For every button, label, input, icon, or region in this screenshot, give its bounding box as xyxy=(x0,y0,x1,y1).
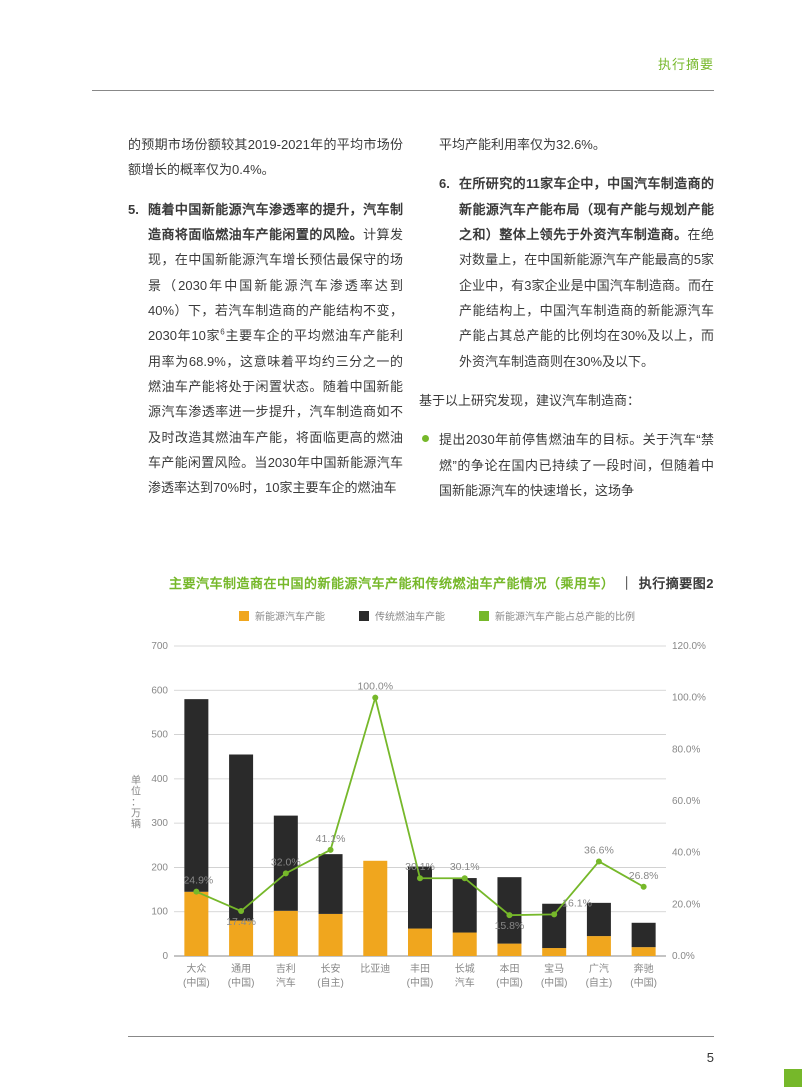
recommendation-intro: 基于以上研究发现，建议汽车制造商： xyxy=(419,388,714,413)
chart-capacity: 新能源汽车产能 传统燃油车产能 新能源汽车产能占总产能的比例 0 100 200 300 40… xyxy=(128,602,714,1002)
svg-text:0.0%: 0.0% xyxy=(672,951,695,962)
svg-text:16.1%: 16.1% xyxy=(562,897,592,909)
bullet-icon xyxy=(422,435,429,442)
svg-text:200: 200 xyxy=(151,862,168,873)
svg-text:(中国): (中国) xyxy=(407,976,434,989)
svg-text:30.1%: 30.1% xyxy=(450,861,480,873)
svg-text:通用: 通用 xyxy=(231,963,251,975)
header-tag: 执行摘要 xyxy=(658,54,714,73)
header-tag-text: 执行摘要 xyxy=(658,57,714,72)
svg-text:(中国): (中国) xyxy=(496,976,523,989)
svg-text:32.0%: 32.0% xyxy=(271,856,301,868)
top-divider xyxy=(92,90,714,91)
svg-text:新能源汽车产能占总产能的比例: 新能源汽车产能占总产能的比例 xyxy=(495,610,635,623)
finding-6: 6. 在所研究的11家车企中，中国汽车制造商的新能源汽车产能布局（现有产能与规划… xyxy=(439,171,714,374)
svg-text:30.1%: 30.1% xyxy=(405,861,435,873)
text-column-right: 平均产能利用率仅为32.6%。 6. 在所研究的11家车企中，中国汽车制造商的新… xyxy=(439,132,714,517)
bullet-text: 提出2030年前停售燃油车的目标。关于汽车“禁燃”的争论在国内已持续了一段时间，… xyxy=(439,432,714,498)
svg-text:100: 100 xyxy=(151,907,168,918)
svg-text:700: 700 xyxy=(151,641,168,652)
svg-text:40.0%: 40.0% xyxy=(672,848,700,859)
svg-text:26.8%: 26.8% xyxy=(629,870,659,882)
svg-text:位: 位 xyxy=(131,785,141,798)
chart-title: 主要汽车制造商在中国的新能源汽车产能和传统燃油车产能情况（乘用车） ｜ 执行摘要… xyxy=(169,573,714,592)
svg-text:单: 单 xyxy=(131,775,141,787)
svg-text:(自主): (自主) xyxy=(317,976,344,989)
body-text: 的预期市场份额较其2019-2021年的平均市场份额增长的概率仅为0.4%。 5… xyxy=(128,132,714,517)
item-body-part1: 计算发现，在中国新能源汽车增长预估最保守的场景（2030年中国新能源汽车渗透率达… xyxy=(148,227,403,343)
para-continuation: 的预期市场份额较其2019-2021年的平均市场份额增长的概率仅为0.4%。 xyxy=(128,132,403,183)
chart-title-sep: ｜ xyxy=(620,576,633,591)
item-number: 5. xyxy=(128,197,139,222)
svg-text:大众: 大众 xyxy=(186,962,206,975)
svg-text:500: 500 xyxy=(151,730,168,741)
svg-text:比亚迪: 比亚迪 xyxy=(360,963,390,975)
svg-text:(中国): (中国) xyxy=(183,976,210,989)
page-number: 5 xyxy=(707,1050,714,1065)
svg-text:36.6%: 36.6% xyxy=(584,844,614,856)
svg-text:0: 0 xyxy=(162,951,168,962)
svg-text:300: 300 xyxy=(151,818,168,829)
svg-text:24.9%: 24.9% xyxy=(183,875,213,887)
svg-text:(自主): (自主) xyxy=(586,976,613,989)
finding-5: 5. 随着中国新能源汽车渗透率的提升，汽车制造商将面临燃油车产能闲置的风险。计算… xyxy=(128,197,403,501)
svg-text:120.0%: 120.0% xyxy=(672,641,706,652)
svg-text:新能源汽车产能: 新能源汽车产能 xyxy=(255,610,325,623)
svg-text:(中国): (中国) xyxy=(630,976,657,989)
svg-text:(中国): (中国) xyxy=(228,976,255,989)
svg-text:广汽: 广汽 xyxy=(589,962,609,975)
chart-title-main: 主要汽车制造商在中国的新能源汽车产能和传统燃油车产能情况（乘用车） xyxy=(169,576,615,591)
svg-text:汽车: 汽车 xyxy=(276,976,296,989)
svg-text:60.0%: 60.0% xyxy=(672,796,700,807)
chart-svg: 新能源汽车产能 传统燃油车产能 新能源汽车产能占总产能的比例 0 100 200 300 40… xyxy=(128,602,714,1002)
svg-text:400: 400 xyxy=(151,774,168,785)
svg-text:(中国): (中国) xyxy=(541,976,568,989)
svg-text:20.0%: 20.0% xyxy=(672,899,700,910)
para-continuation-r: 平均产能利用率仅为32.6%。 xyxy=(439,132,714,157)
svg-text:汽车: 汽车 xyxy=(455,976,475,989)
item-body-part2: 主要车企的平均燃油车产能利用率为68.9%，这意味着平均约三分之一的燃油车产能将… xyxy=(148,328,403,495)
svg-text:丰田: 丰田 xyxy=(410,962,430,975)
svg-text:100.0%: 100.0% xyxy=(357,681,393,693)
svg-text:17.4%: 17.4% xyxy=(226,916,256,928)
svg-text:本田: 本田 xyxy=(499,962,519,975)
item-body: 在绝对数量上，在中国新能源汽车产能最高的5家企业中，有3家企业是中国汽车制造商。… xyxy=(459,227,714,369)
svg-text:奔驰: 奔驰 xyxy=(634,962,654,975)
svg-text:宝马: 宝马 xyxy=(544,962,564,975)
svg-text:80.0%: 80.0% xyxy=(672,744,700,755)
svg-text:：: ： xyxy=(131,798,141,809)
svg-text:长安: 长安 xyxy=(321,962,341,975)
bottom-divider xyxy=(128,1036,714,1037)
svg-text:长城: 长城 xyxy=(455,963,475,975)
svg-text:万: 万 xyxy=(131,809,141,820)
svg-text:15.8%: 15.8% xyxy=(495,920,525,932)
text-column-left: 的预期市场份额较其2019-2021年的平均市场份额增长的概率仅为0.4%。 5… xyxy=(128,132,403,517)
svg-text:吉利: 吉利 xyxy=(276,963,296,975)
svg-text:传统燃油车产能: 传统燃油车产能 xyxy=(375,610,445,623)
item-number: 6. xyxy=(439,171,450,196)
bullet-recommendation: 提出2030年前停售燃油车的目标。关于汽车“禁燃”的争论在国内已持续了一段时间，… xyxy=(419,427,714,503)
footer-accent-block xyxy=(784,1069,802,1087)
svg-text:600: 600 xyxy=(151,685,168,696)
svg-text:100.0%: 100.0% xyxy=(672,693,706,704)
svg-text:辆: 辆 xyxy=(131,818,141,831)
chart-title-label: 执行摘要图2 xyxy=(639,576,714,591)
svg-text:41.1%: 41.1% xyxy=(316,833,346,845)
item-lead: 在所研究的11家车企中，中国汽车制造商的新能源汽车产能布局（现有产能与规划产能之… xyxy=(459,176,714,242)
